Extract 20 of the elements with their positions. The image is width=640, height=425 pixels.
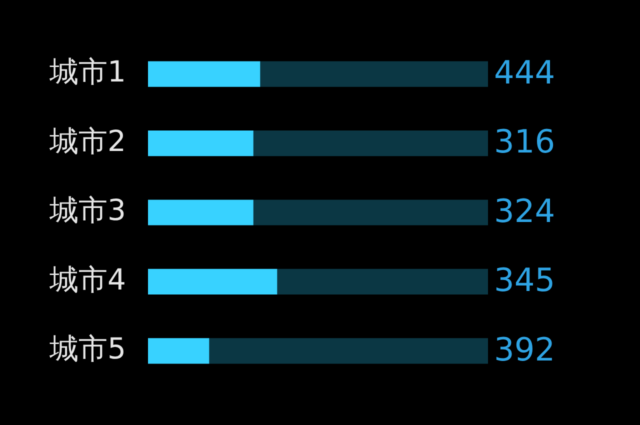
bar xyxy=(253,130,488,156)
bar xyxy=(148,130,254,156)
text: 345 xyxy=(494,261,556,300)
bar xyxy=(148,338,210,364)
text: 316 xyxy=(494,122,556,161)
text: 444 xyxy=(494,53,556,92)
y-tick-label: 城市1 xyxy=(48,54,126,89)
bar xyxy=(148,268,278,295)
y-tick-label: 城市3 xyxy=(48,193,126,228)
y-tick-label: 城市2 xyxy=(48,124,126,158)
bar xyxy=(253,200,488,226)
text: 392 xyxy=(494,330,556,368)
y-tick-label: 城市4 xyxy=(48,262,126,296)
bar xyxy=(209,338,488,364)
bar xyxy=(148,200,254,226)
text: 324 xyxy=(494,192,556,230)
y-tick-label: 城市5 xyxy=(48,332,126,366)
bar xyxy=(277,268,488,295)
bar xyxy=(148,61,260,87)
bar xyxy=(260,61,488,87)
